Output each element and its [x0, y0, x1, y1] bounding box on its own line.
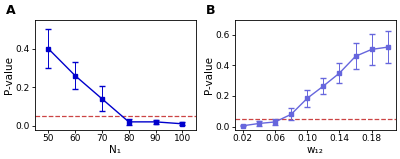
Text: A: A: [6, 4, 16, 17]
Y-axis label: P-value: P-value: [4, 56, 14, 94]
X-axis label: N₁: N₁: [109, 145, 121, 155]
X-axis label: w₁₂: w₁₂: [307, 145, 324, 155]
Y-axis label: P-value: P-value: [204, 56, 214, 94]
Text: B: B: [206, 4, 215, 17]
